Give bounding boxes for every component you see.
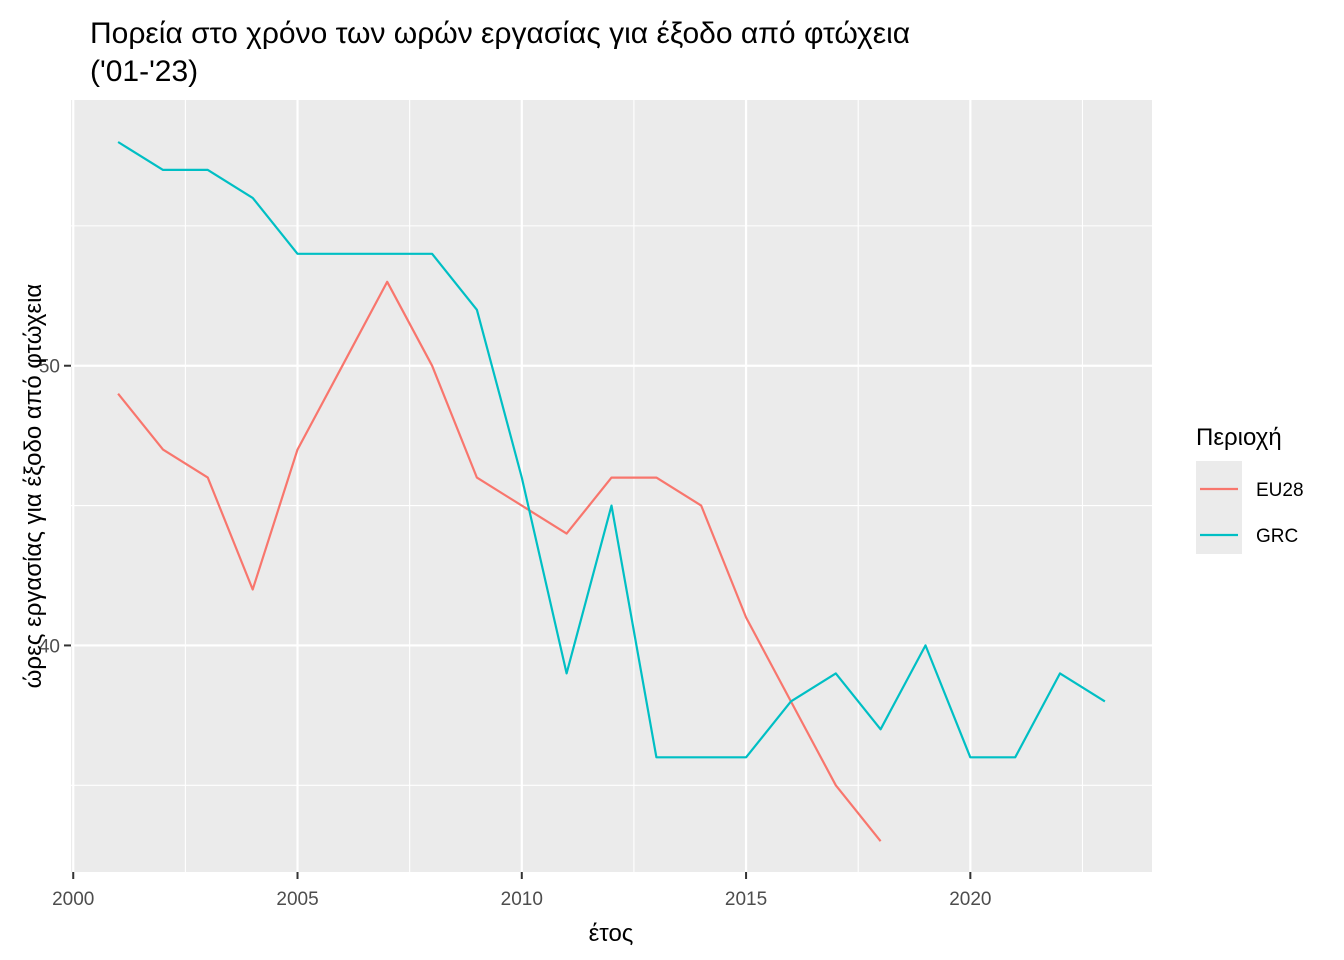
chart-title-line-1: Πορεία στο χρόνο των ωρών εργασίας για έ… [90, 17, 910, 50]
legend: EU28 GRC [1196, 461, 1304, 554]
series-line-eu28 [117, 280, 882, 842]
x-tick-label: 2005 [276, 889, 318, 910]
y-axis-title: ώρες εργασίας για έξοδο από φτώχεια [20, 284, 47, 689]
series-line-grc [117, 141, 1106, 759]
legend-key-background [1196, 461, 1242, 554]
legend-label-eu28: EU28 [1256, 480, 1304, 501]
series-lines [117, 141, 1106, 842]
y-axis-ticks: 40 50 [39, 357, 71, 657]
x-tick-label: 2010 [501, 889, 543, 910]
chart-title-line-2: ('01-'23) [90, 55, 198, 88]
minor-gridlines [71, 100, 1152, 872]
x-tick-label: 2015 [725, 889, 767, 910]
plot-panel [71, 100, 1152, 872]
legend-label-grc: GRC [1256, 526, 1298, 547]
major-gridlines [71, 100, 1152, 872]
x-axis-title: έτος [589, 920, 634, 947]
legend-title: Περιοχή [1196, 424, 1282, 451]
x-tick-label: 2000 [52, 889, 94, 910]
y-tick-label: 50 [39, 357, 60, 378]
x-axis-ticks: 2000 2005 2010 2015 2020 [52, 872, 991, 910]
y-tick-label: 40 [39, 636, 60, 657]
x-tick-label: 2020 [949, 889, 991, 910]
